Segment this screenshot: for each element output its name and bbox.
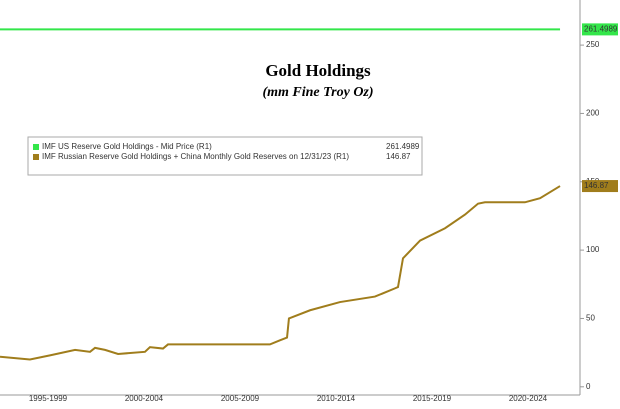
legend-label: IMF Russian Reserve Gold Holdings + Chin…: [42, 152, 349, 161]
y-tick-label: 50: [586, 314, 595, 323]
last-value-label: 261.4989: [584, 24, 618, 33]
y-tick-label: 100: [586, 245, 600, 254]
x-tick-label: 2005-2009: [221, 394, 260, 403]
legend-value: 261.4989: [386, 142, 420, 151]
x-tick-label: 2020-2024: [509, 394, 548, 403]
y-tick-label: 0: [586, 382, 591, 391]
legend-value: 146.87: [386, 152, 411, 161]
legend-swatch: [33, 154, 39, 160]
chart-subtitle: (mm Fine Troy Oz): [262, 85, 373, 100]
last-value-label: 146.87: [584, 181, 609, 190]
chart-title: Gold Holdings: [265, 61, 371, 80]
x-tick-label: 2000-2004: [125, 394, 164, 403]
x-tick-label: 2010-2014: [317, 394, 356, 403]
y-tick-label: 250: [586, 40, 600, 49]
legend-label: IMF US Reserve Gold Holdings - Mid Price…: [42, 142, 212, 151]
x-tick-label: 1995-1999: [29, 394, 68, 403]
legend-swatch: [33, 144, 39, 150]
y-tick-label: 200: [586, 109, 600, 118]
x-tick-label: 2015-2019: [413, 394, 452, 403]
series-line: [0, 186, 560, 359]
